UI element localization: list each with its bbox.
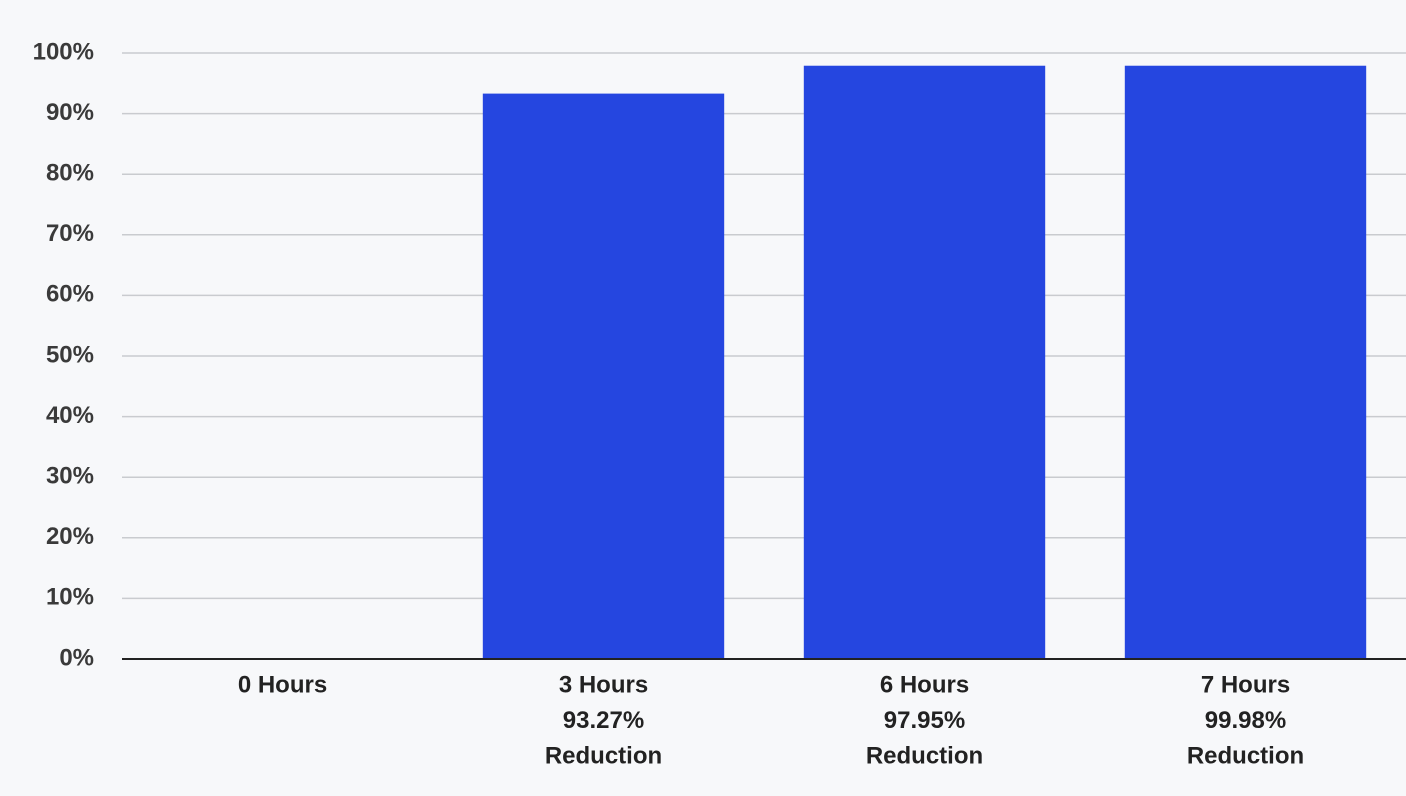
y-tick-label: 30%	[46, 463, 94, 490]
x-tick-label: 3 Hours	[559, 671, 648, 698]
y-tick-label: 50%	[46, 341, 94, 368]
y-tick-label: 40%	[46, 402, 94, 429]
x-tick-label: 97.95%	[884, 707, 965, 734]
x-tick-label: Reduction	[545, 742, 662, 769]
x-tick-label: 93.27%	[563, 707, 644, 734]
x-tick-label: 7 Hours	[1201, 671, 1290, 698]
y-tick-label: 100%	[33, 38, 94, 65]
bar	[482, 93, 725, 660]
x-tick-label: 99.98%	[1205, 707, 1286, 734]
x-tick-label: Reduction	[1187, 742, 1304, 769]
y-tick-label: 0%	[59, 644, 94, 671]
bar	[1124, 65, 1367, 659]
y-tick-label: 90%	[46, 99, 94, 126]
bar	[803, 65, 1046, 659]
x-tick-label: 0 Hours	[238, 671, 327, 698]
x-tick-label: Reduction	[866, 742, 983, 769]
y-tick-label: 60%	[46, 281, 94, 308]
y-tick-label: 20%	[46, 523, 94, 550]
y-tick-label: 70%	[46, 220, 94, 247]
y-tick-label: 10%	[46, 584, 94, 611]
x-tick-label: 6 Hours	[880, 671, 969, 698]
y-tick-label: 80%	[46, 160, 94, 187]
